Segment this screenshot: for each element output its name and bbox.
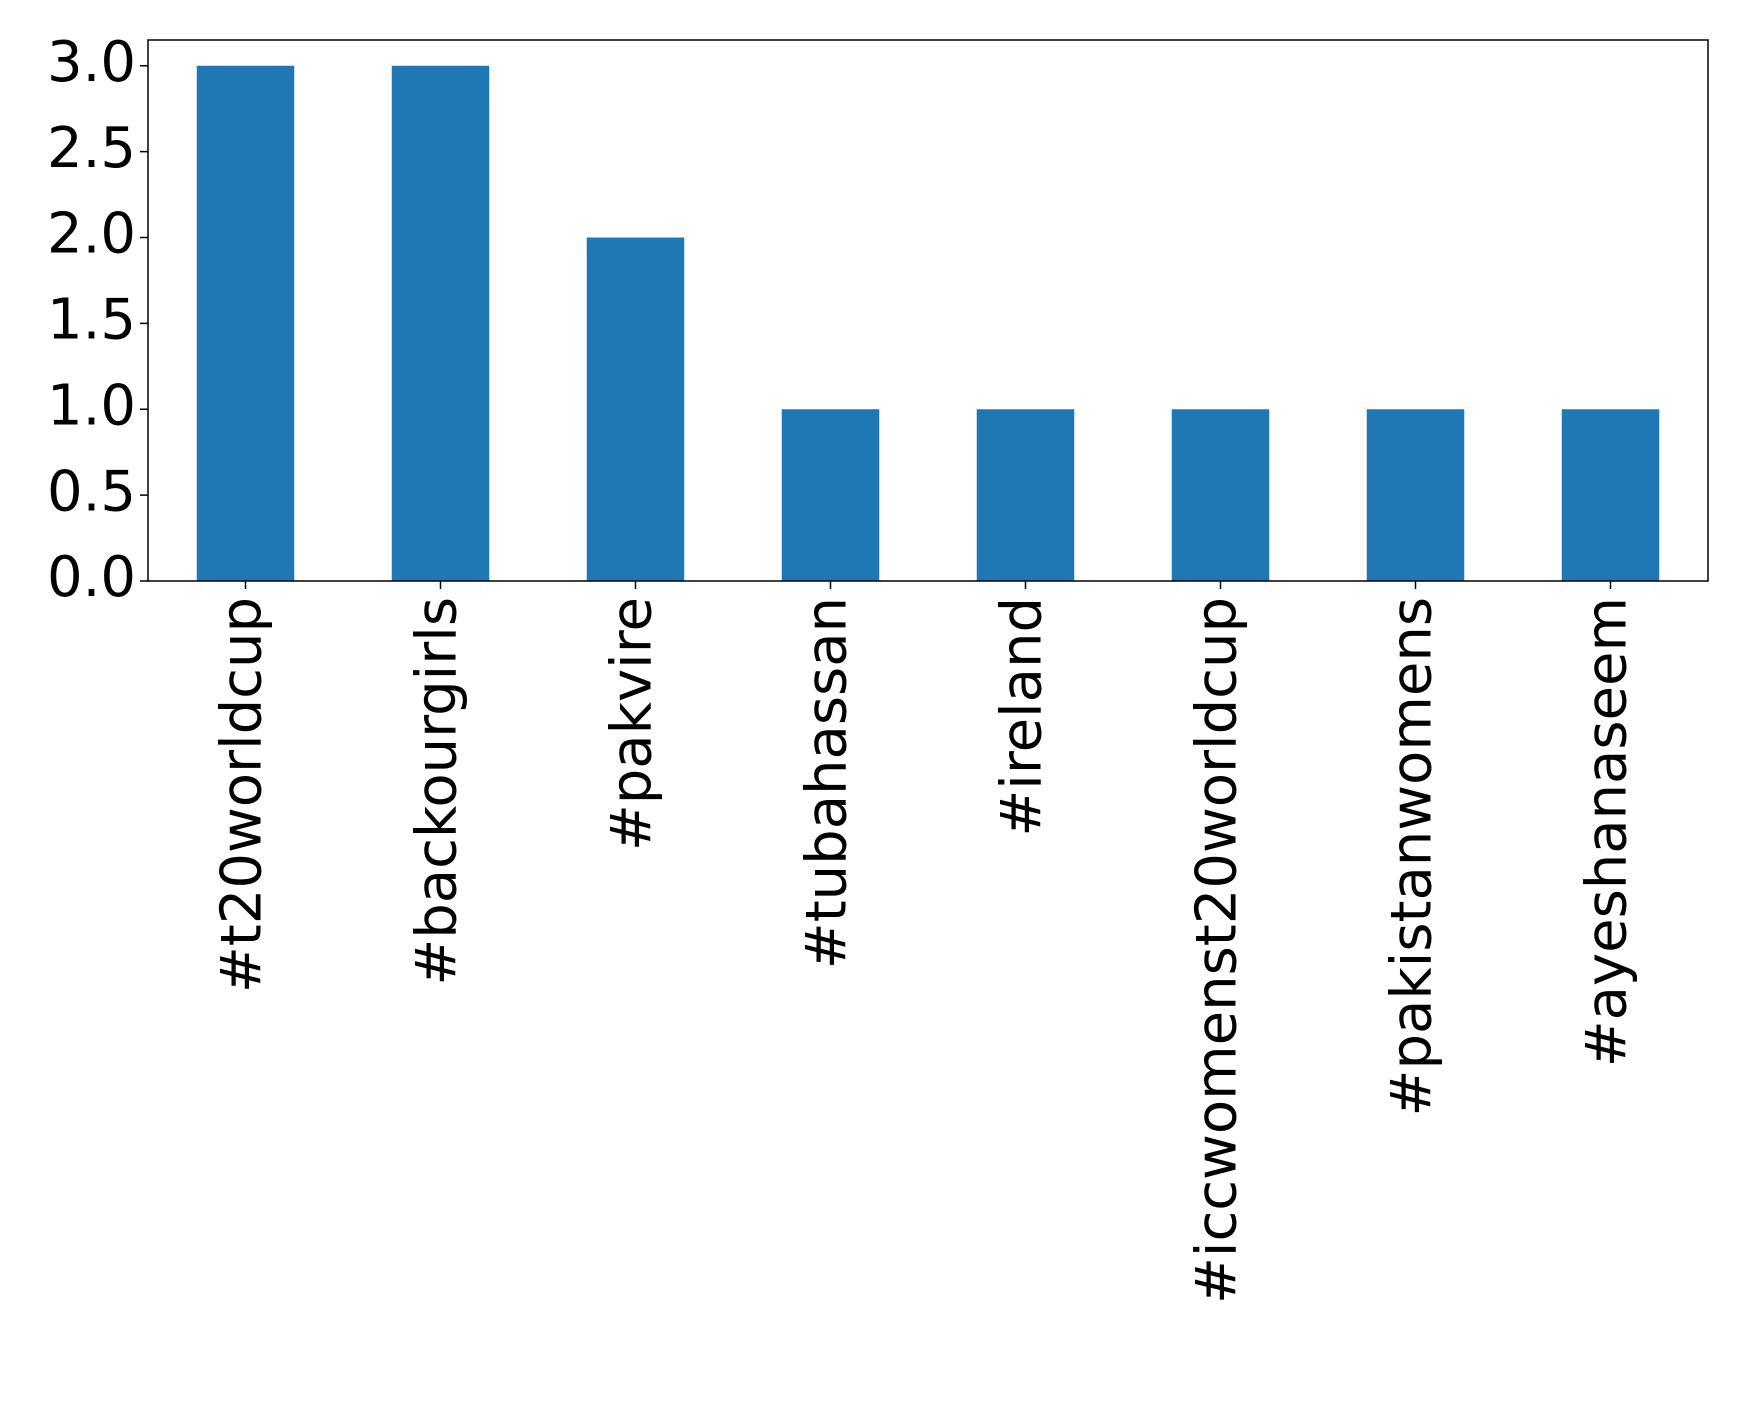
y-tick-label: 0.5 <box>47 459 136 524</box>
y-tick-label: 0.0 <box>47 545 136 610</box>
bar <box>781 409 880 581</box>
bar <box>1171 409 1270 581</box>
x-tick-label: #t20worldcup <box>210 597 275 993</box>
x-tick-label: #pakistanwomens <box>1380 597 1445 1116</box>
y-tick-label: 1.5 <box>47 288 136 353</box>
x-tick-label: #iccwomenst20worldcup <box>1185 597 1250 1304</box>
y-tick-label: 2.5 <box>47 116 136 181</box>
bar <box>391 65 490 581</box>
y-tick-label: 2.0 <box>47 202 136 267</box>
bar <box>586 237 685 581</box>
x-tick-label: #ayeshanaseem <box>1575 597 1640 1067</box>
bar <box>1366 409 1465 581</box>
bar <box>1561 409 1660 581</box>
plot-frame <box>147 39 1709 582</box>
x-tick-label: #backourgirls <box>405 597 470 986</box>
bar <box>976 409 1075 581</box>
y-tick-label: 3.0 <box>47 30 136 95</box>
x-tick-label: #tubahassan <box>795 597 860 969</box>
y-tick-label: 1.0 <box>47 373 136 438</box>
bar <box>196 65 295 581</box>
x-tick-label: #ireland <box>990 597 1055 837</box>
x-tick-label: #pakvire <box>600 597 665 851</box>
